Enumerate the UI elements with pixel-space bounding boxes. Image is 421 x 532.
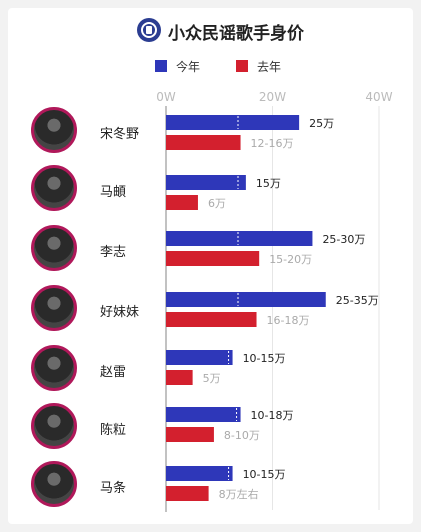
bar-last-year xyxy=(166,427,214,442)
singer-avatar-4 xyxy=(31,285,77,331)
x-tick-label: 20W xyxy=(259,90,286,104)
bar-this-year xyxy=(166,231,313,246)
singer-name-5: 赵雷 xyxy=(100,365,127,380)
bar-last-year xyxy=(166,195,198,210)
singer-avatar-2 xyxy=(31,165,77,211)
bar-value-label: 12-16万 xyxy=(251,137,294,150)
bar-value-label: 8-10万 xyxy=(224,429,260,442)
bar-value-label: 10-15万 xyxy=(243,352,286,365)
singer-avatar-5 xyxy=(31,345,77,391)
legend-label-this-year: 今年 xyxy=(176,60,201,74)
bar-this-year xyxy=(166,407,241,422)
bar-value-label: 25-30万 xyxy=(322,233,365,246)
bar-value-label: 15-20万 xyxy=(269,253,312,266)
bar-value-label: 8万左右 xyxy=(219,487,259,501)
bar-value-label: 6万 xyxy=(208,197,226,210)
chart-title: 小众民谣歌手身价 xyxy=(168,24,304,44)
singer-name-1: 宋冬野 xyxy=(100,127,140,142)
x-tick-label: 0W xyxy=(156,90,176,104)
bar-last-year xyxy=(166,312,257,327)
bar-this-year xyxy=(166,292,326,307)
bar-this-year xyxy=(166,350,233,365)
bar-last-year xyxy=(166,370,193,385)
bar-this-year xyxy=(166,466,233,481)
bar-last-year xyxy=(166,135,241,150)
singer-avatar-3 xyxy=(31,225,77,271)
singer-name-3: 李志 xyxy=(100,245,127,260)
singer-name-7: 马条 xyxy=(100,481,127,496)
legend-swatch-last-year xyxy=(236,60,248,72)
bar-value-label: 10-15万 xyxy=(243,468,286,481)
bar-value-label: 25-35万 xyxy=(336,294,379,307)
bar-value-label: 16-18万 xyxy=(267,314,310,327)
bar-value-label: 5万 xyxy=(203,372,221,385)
singer-name-6: 陈粒 xyxy=(100,423,127,438)
chart-header: 小众民谣歌手身价 xyxy=(0,14,421,48)
bar-value-label: 25万 xyxy=(309,117,334,130)
singer-avatar-6 xyxy=(31,403,77,449)
bar-this-year xyxy=(166,175,246,190)
legend-swatch-this-year xyxy=(155,60,167,72)
logo-icon xyxy=(137,18,161,42)
singer-name-4: 好妹妹 xyxy=(100,305,140,320)
x-tick-label: 40W xyxy=(365,90,392,104)
legend: 今年 去年 xyxy=(0,58,421,74)
singer-name-2: 马頔 xyxy=(100,185,127,200)
singer-avatar-1 xyxy=(31,107,77,153)
bar-last-year xyxy=(166,486,209,501)
legend-label-last-year: 去年 xyxy=(257,60,282,74)
bar-value-label: 15万 xyxy=(256,177,281,190)
singer-avatar-7 xyxy=(31,461,77,507)
bar-value-label: 10-18万 xyxy=(251,409,294,422)
bar-this-year xyxy=(166,115,300,130)
bar-last-year xyxy=(166,251,260,266)
